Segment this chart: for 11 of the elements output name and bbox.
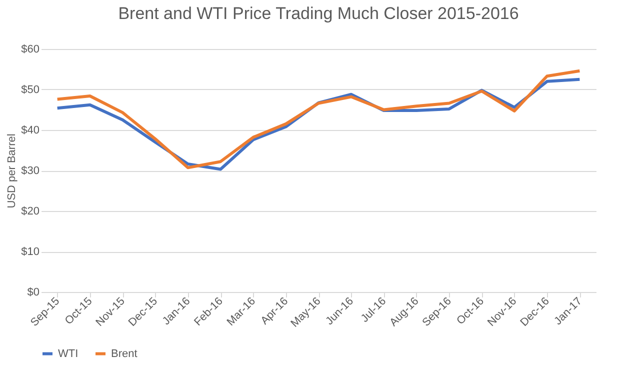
legend-label: WTI	[58, 348, 78, 360]
chart-title: Brent and WTI Price Trading Much Closer 2015-2016	[118, 4, 519, 23]
y-tick-label: $50	[21, 84, 40, 96]
y-tick-label: $30	[21, 165, 40, 177]
y-tick-label: $60	[21, 44, 40, 56]
legend-label: Brent	[111, 348, 138, 360]
y-tick-label: $40	[21, 124, 40, 136]
y-tick-label: $20	[21, 206, 40, 218]
y-axis-title: USD per Barrel	[6, 134, 18, 208]
y-tick-label: $0	[27, 286, 40, 298]
y-tick-label: $10	[21, 246, 40, 258]
